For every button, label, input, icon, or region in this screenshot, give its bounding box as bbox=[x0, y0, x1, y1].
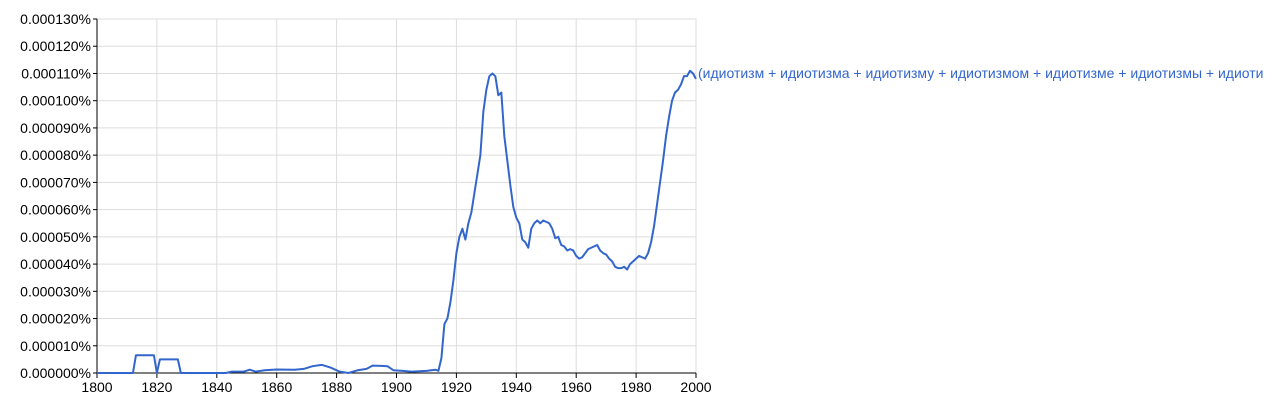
x-tick-label: 1920 bbox=[441, 379, 472, 395]
x-tick-label: 1880 bbox=[321, 379, 352, 395]
x-tick-label: 1960 bbox=[561, 379, 592, 395]
series-line bbox=[97, 69, 697, 374]
axes bbox=[93, 18, 697, 378]
y-tick-label: 0.000040% bbox=[20, 256, 91, 272]
x-tick-label: 1840 bbox=[201, 379, 232, 395]
y-tick-label: 0.000000% bbox=[20, 365, 91, 381]
y-tick-label: 0.000110% bbox=[21, 65, 91, 81]
series-group bbox=[97, 69, 697, 374]
x-tick-label: 1800 bbox=[81, 379, 112, 395]
y-tick-label: 0.000020% bbox=[20, 311, 91, 327]
x-tick-label: 1940 bbox=[501, 379, 532, 395]
y-tick-label: 0.000090% bbox=[20, 120, 91, 136]
y-tick-label: 0.000060% bbox=[20, 202, 91, 218]
y-tick-label: 0.000030% bbox=[20, 283, 91, 299]
x-tick-label: 2000 bbox=[680, 379, 711, 395]
y-tick-label: 0.000010% bbox=[20, 338, 91, 354]
x-tick-label: 1820 bbox=[141, 379, 172, 395]
y-tick-label: 0.000100% bbox=[20, 93, 91, 109]
series-label[interactable]: (идиотизм + идиотизма + идиотизму + идио… bbox=[698, 65, 1264, 81]
y-tick-label: 0.000120% bbox=[20, 38, 91, 54]
x-tick-label: 1860 bbox=[261, 379, 292, 395]
y-tick-label: 0.000050% bbox=[20, 229, 91, 245]
x-tick-label: 1900 bbox=[381, 379, 412, 395]
y-tick-label: 0.000080% bbox=[20, 147, 91, 163]
grid-lines bbox=[97, 18, 697, 373]
x-tick-labels: 1800 1820 1840 1860 1880 1900 1920 1940 1960 1980… bbox=[81, 379, 711, 395]
y-tick-label: 0.000130% bbox=[20, 11, 91, 27]
y-tick-label: 0.000070% bbox=[20, 174, 91, 190]
y-tick-labels: 0.000000% 0.000010% 0.000020% 0.000030% 0.00… bbox=[20, 11, 91, 381]
x-tick-label: 1980 bbox=[621, 379, 652, 395]
